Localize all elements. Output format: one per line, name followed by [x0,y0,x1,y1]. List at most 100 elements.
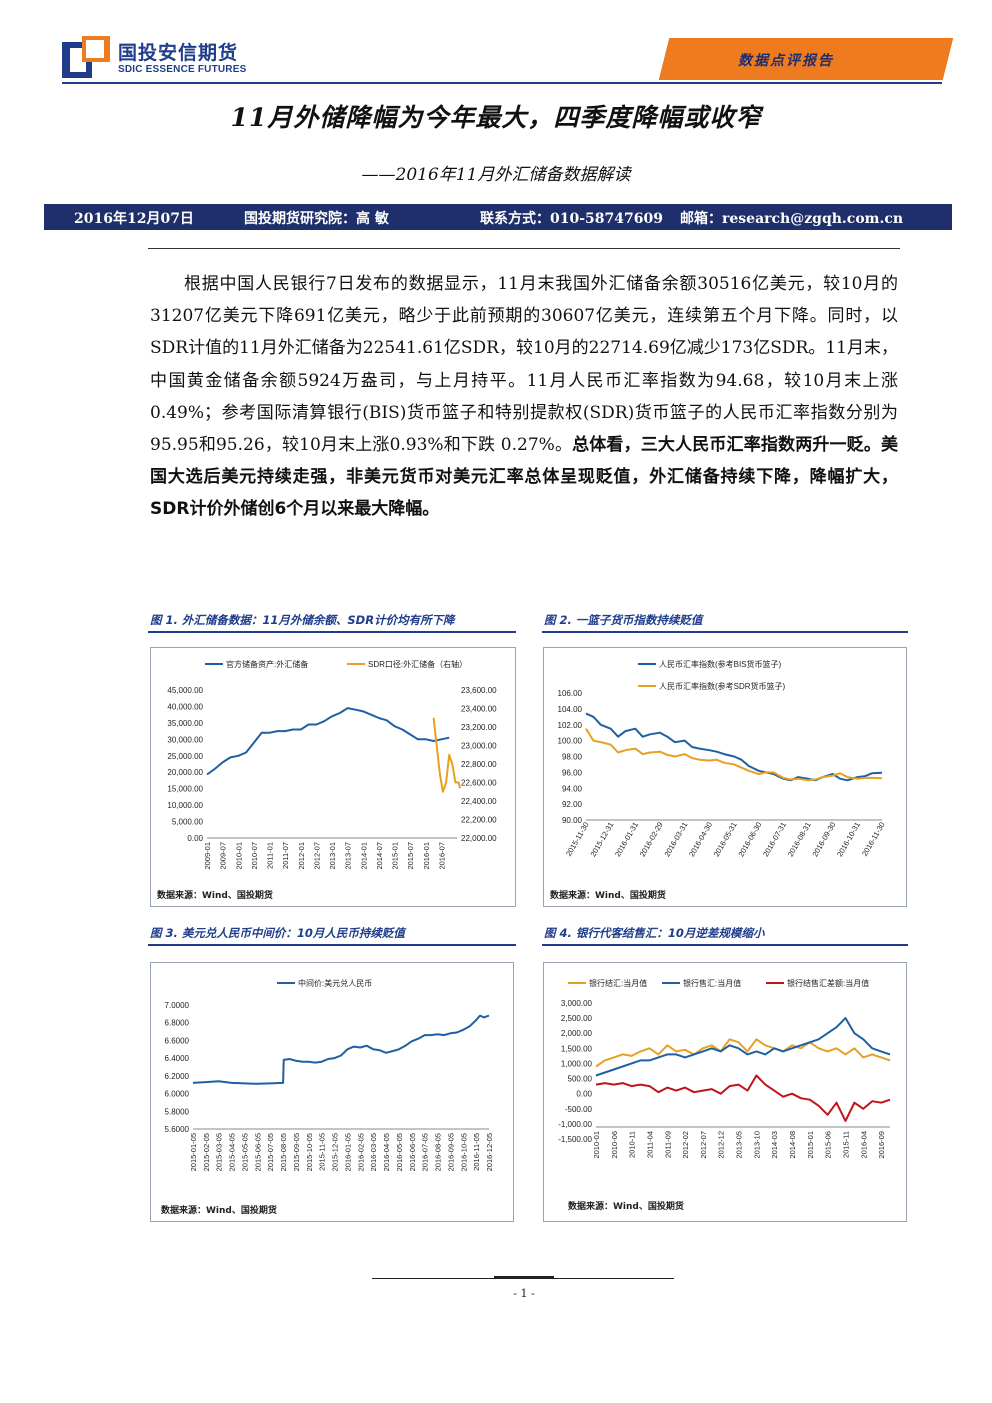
figure-1-legend-label: 官方储备资产:外汇储备 [226,659,308,669]
figure-2-legend-label: 人民币汇率指数(参考BIS货币篮子) [659,659,782,669]
figure-3-y-tick-label: 7.0000 [165,1001,190,1010]
figure-4-y-tick-label: 3,000.00 [561,999,593,1008]
figure-3-x-tick-label: 2015-05-05 [240,1133,249,1171]
figure-3-legend-label: 中间价:美元兑人民币 [298,978,372,988]
figure-1-y-right-tick-label: 22,400.00 [461,797,497,806]
figure-4-y-tick-label: 1,500.00 [561,1044,593,1053]
header-divider [62,82,942,84]
figure-1-x-tick-label: 2015-01 [391,842,400,870]
figure-3-x-tick-label: 2015-08-05 [279,1133,288,1171]
figure-2-y-tick-label: 90.00 [562,816,583,825]
report-contact-email: 邮箱：research@zgqh.com.cn [680,211,904,227]
figure-1-x-tick-label: 2011-07 [281,842,290,869]
figure-2-x-tick-label: 2016-06-30 [736,821,763,859]
figure-1-source: 数据来源：Wind、国投期货 [157,891,273,901]
figure-4-x-tick-label: 2014-03 [770,1131,779,1159]
figure-1-rule [148,631,516,633]
figure-2-x-tick-label: 2016-08-31 [786,821,813,859]
figure-1-x-tick-label: 2013-07 [344,842,353,870]
report-subtitle: ——2016年11月外汇储备数据解读 [361,165,631,185]
figure-4-x-tick-label: 2015-01 [806,1131,815,1159]
report-title: 11月外储降幅为今年最大，四季度降幅或收窄 [230,103,762,132]
figure-1-x-tick-label: 2011-01 [266,842,275,869]
figure-1-y-tick-label: 30,000.00 [167,735,203,744]
figure-1-y-tick-label: 15,000.00 [167,785,203,794]
figure-4-legend-label: 银行售汇:当月值 [683,978,741,988]
figure-3-x-tick-label: 2016-07-05 [421,1133,430,1171]
figure-3-x-tick-label: 2015-06-05 [253,1133,262,1171]
figure-2-legend-label: 人民币汇率指数(参考SDR货币篮子) [659,681,786,691]
figure-1-y-tick-label: 35,000.00 [167,719,203,728]
figure-2-y-tick-label: 100.00 [558,737,583,746]
footer-divider-accent [494,1276,554,1279]
figure-4-plot: -1,500.00 -1,000.00 -500.00 0.00 500.00 1,000… [558,978,891,1159]
body-paragraph: 根据中国人民银行7日发布的数据显示，11月末我国外汇储备余额30516亿美元，较… [150,268,898,526]
figure-4-series-line [595,1038,891,1068]
figure-1-x-tick-label: 2010-01 [234,842,243,870]
figure-4-legend-label: 银行结售汇差额:当月值 [787,978,869,988]
figure-3-x-tick-label: 2016-04-05 [382,1133,391,1171]
report-info-bar: 2016年12月07日 国投期货研究院：高 敏 联系方式：010-5874760… [44,204,952,230]
figure-1-x-tick-label: 2016-01 [422,842,431,870]
figure-1-y-tick-label: 5,000.00 [172,818,204,827]
figure-2-x-tick-label: 2015-11-30 [564,821,591,858]
figure-1-y-tick-label: 25,000.00 [167,752,203,761]
body-normal-text: 根据中国人民银行7日发布的数据显示，11月末我国外汇储备余额30516亿美元，较… [150,274,898,456]
figure-1-legend-label: SDR口径:外汇储备（右轴） [368,659,467,669]
figure-1-x-tick-label: 2009-01 [203,842,212,870]
figure-1-y-right-tick-label: 22,200.00 [461,816,497,825]
figure-2-x-tick-label: 2016-11-30 [860,821,887,858]
figure-4-x-tick-label: 2016-04 [859,1131,868,1159]
figure-3-x-tick-label: 2015-11-05 [318,1133,327,1171]
figure-3-x-tick-label: 2015-12-05 [331,1133,340,1171]
figure-1-x-tick-label: 2012-07 [312,842,321,870]
figure-4-rule [542,944,908,946]
figure-3-x-tick-label: 2016-06-05 [408,1133,417,1171]
figure-3-y-tick-label: 5.6000 [165,1125,190,1134]
figure-2-chart: 90.00 92.00 94.00 96.00 98.00 100.00 102.00 104… [543,647,907,907]
figure-4-x-tick-label: 2010-11 [628,1131,637,1158]
figure-4-caption: 图 4. 银行代客结售汇：10月逆差规模缩小 [544,926,765,940]
figure-4-x-tick-label: 2011-09 [663,1131,672,1158]
figure-2-plot: 90.00 92.00 94.00 96.00 98.00 100.00 102.00 104… [558,659,887,859]
figure-2-x-tick-label: 2016-03-31 [662,821,689,859]
figure-3-source: 数据来源：Wind、国投期货 [161,1206,277,1216]
figure-4-source: 数据来源：Wind、国投期货 [568,1202,684,1212]
figure-4-y-tick-label: 500.00 [568,1075,593,1084]
body-bold-summary: 总体看，三大人民币汇率指数两升一贬。美国大选后美元持续走强，非美元货币对美元汇率… [150,435,898,520]
figure-1-y-right-tick-label: 23,400.00 [461,705,497,714]
figure-3-plot: 5.6000 5.8000 6.0000 6.2000 6.4000 6.6000 6.80… [165,978,494,1171]
figure-3-y-tick-label: 6.0000 [165,1090,190,1099]
figure-1-y-tick-label: 20,000.00 [167,768,203,777]
figure-2-rule [542,631,908,633]
figure-1-x-tick-label: 2015-07 [406,842,415,870]
figure-3-x-tick-label: 2016-12-05 [485,1133,494,1171]
logo-company-name-cn: 国投安信期货 [118,42,239,64]
figure-4-legend-label: 银行结汇:当月值 [589,978,647,988]
figure-3-x-tick-label: 2016-05-05 [395,1133,404,1171]
figure-1-y-right-tick-label: 22,800.00 [461,760,497,769]
figure-4-chart: -1,500.00 -1,000.00 -500.00 0.00 500.00 1,000… [543,962,907,1222]
figure-1-y-tick-label: 45,000.00 [167,686,203,695]
figure-2-x-tick-label: 2016-02-29 [638,821,665,859]
figure-1-y-right-tick-label: 22,600.00 [461,779,497,788]
figure-1-x-tick-label: 2013-01 [328,842,337,870]
figure-2-y-tick-label: 98.00 [562,753,583,762]
figure-2-series-line [585,728,883,782]
report-date: 2016年12月07日 [74,211,194,227]
figure-3-rule [148,944,516,946]
figure-3-x-tick-label: 2016-09-05 [446,1133,455,1171]
figure-3-x-tick-label: 2015-07-05 [266,1133,275,1171]
info-divider [148,248,900,249]
figure-4-x-tick-label: 2010-01 [592,1131,601,1159]
figure-3-y-tick-label: 6.8000 [165,1019,190,1028]
figure-4-x-tick-label: 2014-08 [788,1131,797,1159]
figure-2-x-tick-label: 2015-12-31 [588,821,615,859]
figure-3-x-tick-label: 2016-08-05 [434,1133,443,1171]
figure-4-x-tick-label: 2012-12 [717,1131,726,1159]
figure-3-y-tick-label: 6.4000 [165,1054,190,1063]
figure-4-x-tick-label: 2010-06 [610,1131,619,1159]
figure-2-x-tick-label: 2016-01-31 [613,821,640,859]
figure-4-x-tick-label: 2011-04 [645,1131,654,1158]
figure-2-x-tick-label: 2016-07-31 [761,821,788,859]
